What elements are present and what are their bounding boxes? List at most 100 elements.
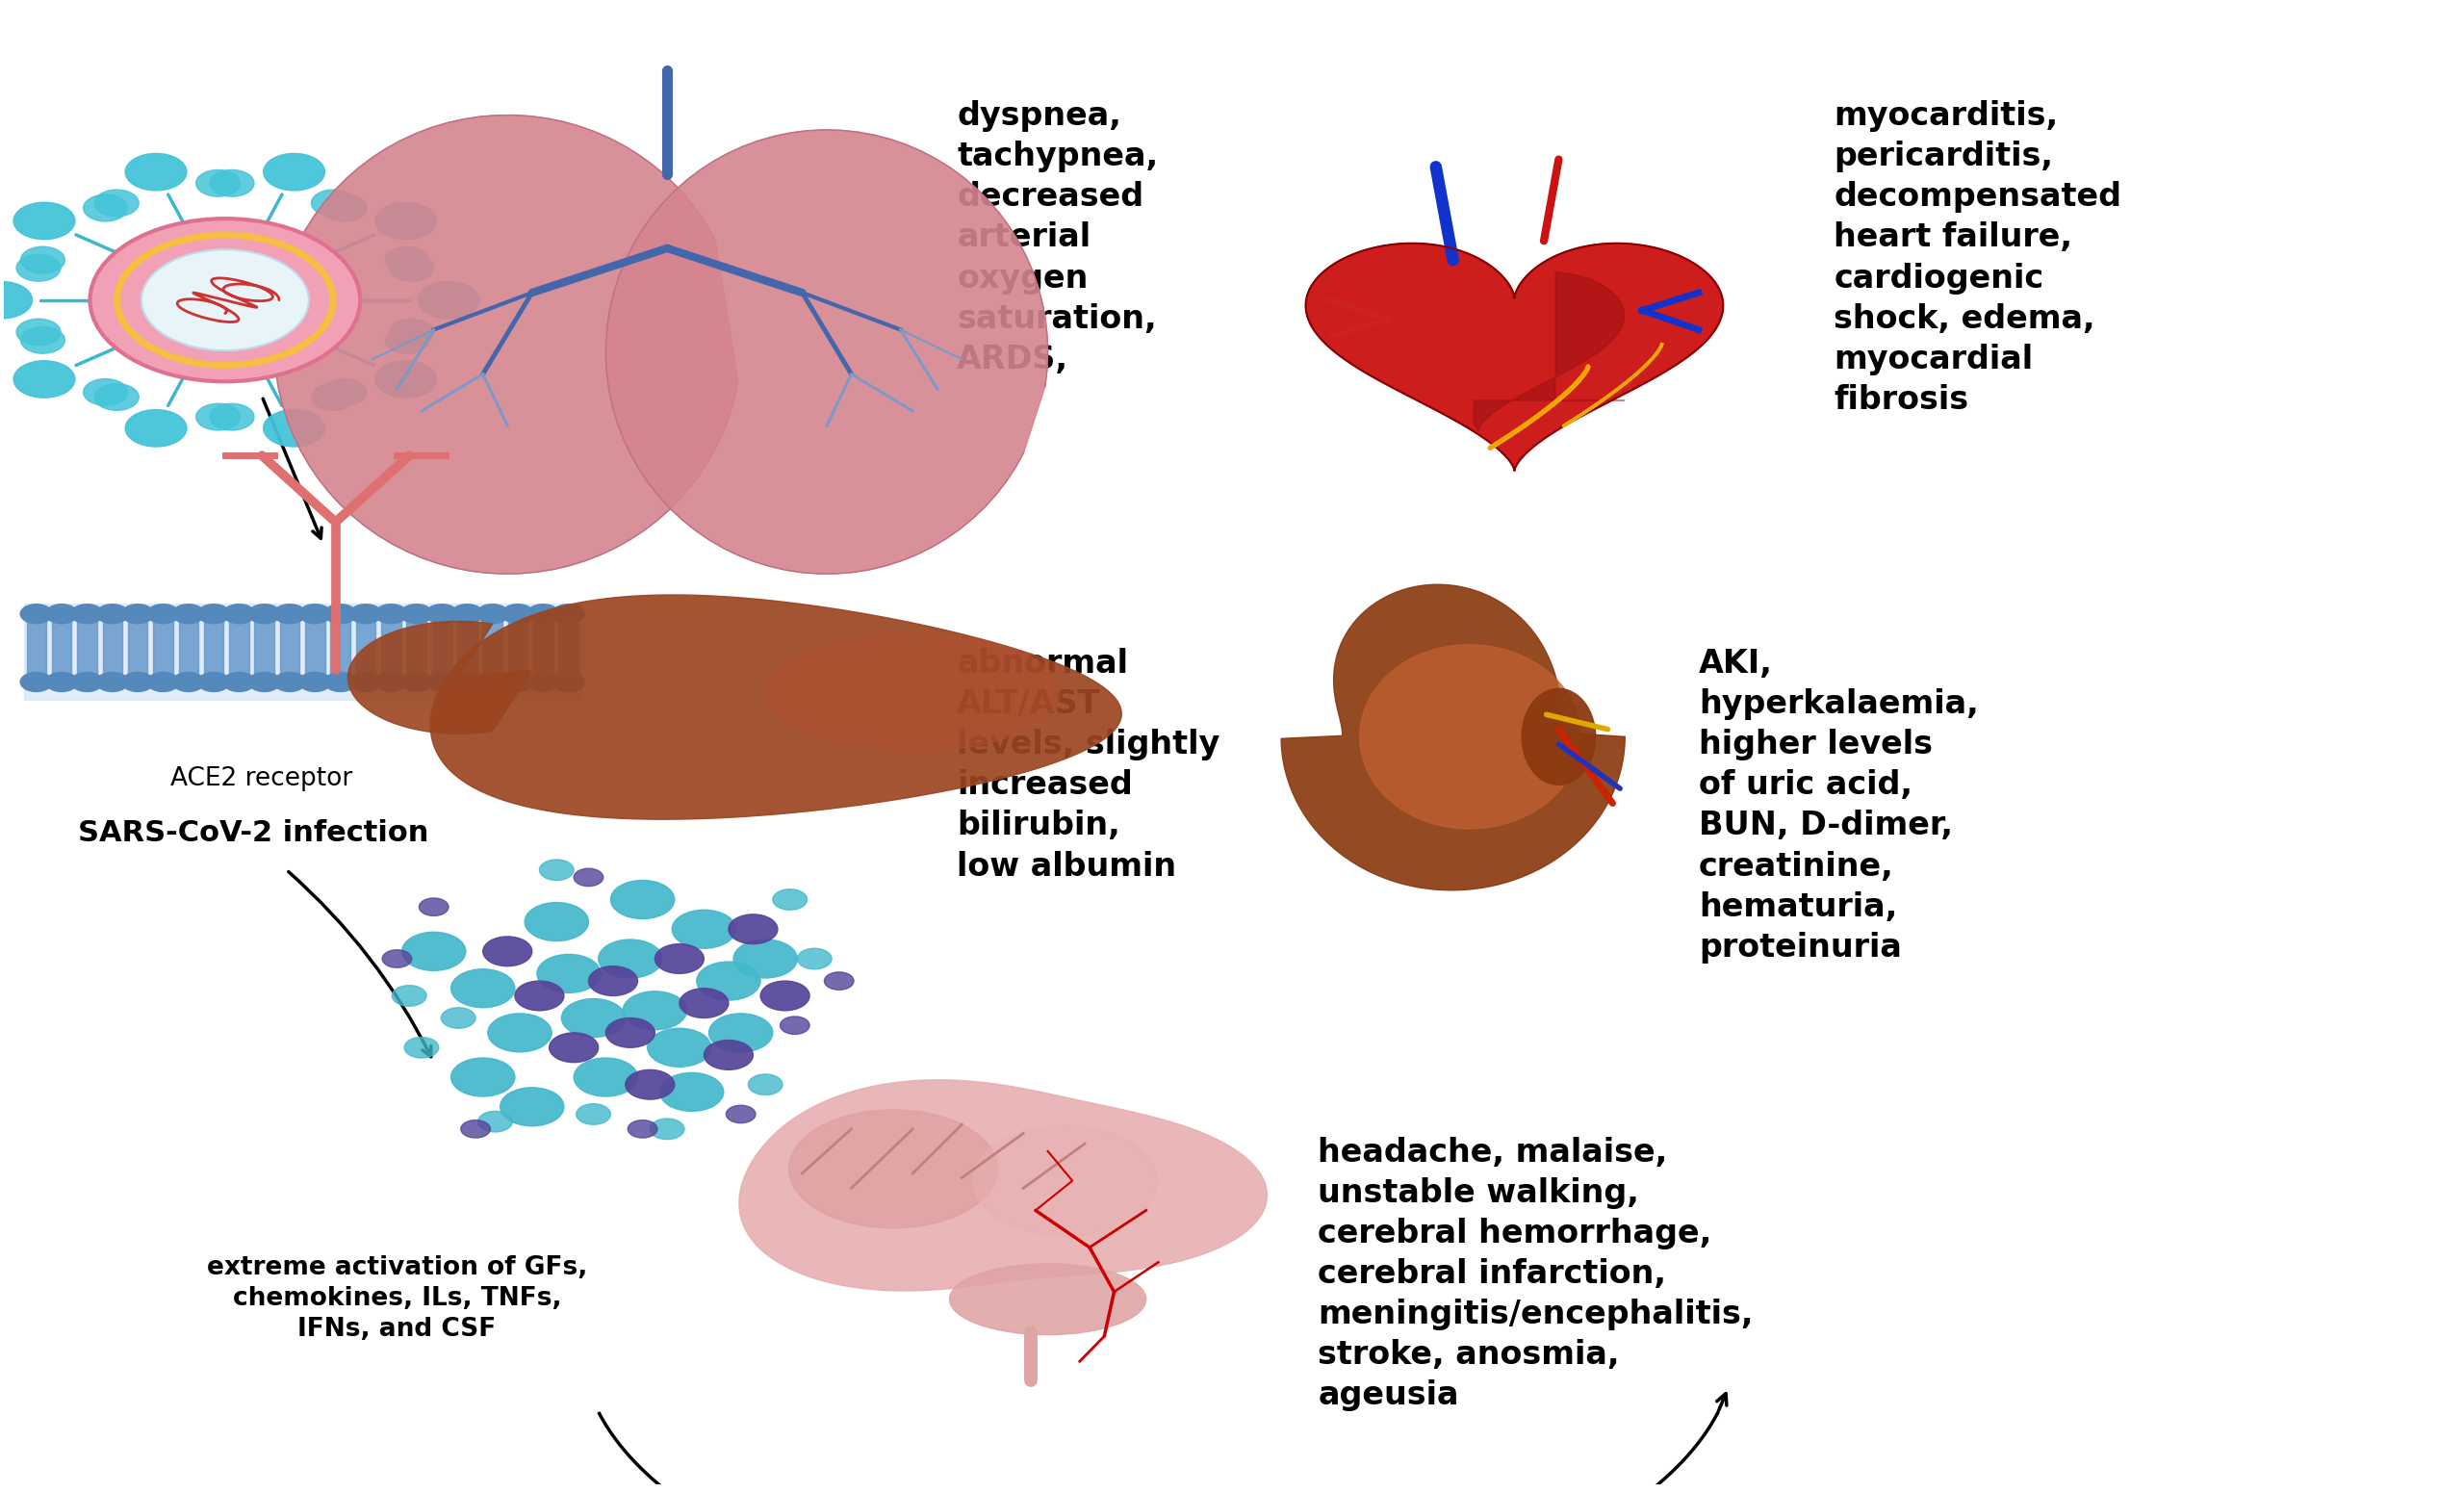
Ellipse shape	[973, 1126, 1158, 1236]
Bar	[355, 618, 375, 678]
Circle shape	[298, 605, 330, 624]
Circle shape	[249, 605, 281, 624]
Circle shape	[71, 672, 103, 691]
Circle shape	[20, 672, 52, 691]
Circle shape	[325, 605, 357, 624]
Circle shape	[527, 605, 559, 624]
Circle shape	[96, 672, 128, 691]
Circle shape	[451, 969, 515, 1008]
Ellipse shape	[209, 170, 254, 197]
Circle shape	[562, 999, 626, 1038]
Text: dyspnea,
tachypnea,
decreased
arterial
oxygen
saturation,
ARDS,: dyspnea, tachypnea, decreased arterial o…	[956, 100, 1158, 375]
Bar	[458, 618, 478, 678]
Circle shape	[224, 605, 254, 624]
Circle shape	[577, 1103, 611, 1124]
Circle shape	[197, 672, 229, 691]
Circle shape	[611, 881, 675, 918]
Circle shape	[825, 972, 855, 990]
Ellipse shape	[375, 361, 436, 397]
Circle shape	[655, 944, 705, 973]
Circle shape	[375, 605, 407, 624]
Circle shape	[96, 605, 128, 624]
Bar	[281, 618, 301, 678]
Circle shape	[660, 1073, 724, 1111]
Bar	[306, 618, 325, 678]
Circle shape	[515, 981, 564, 1011]
Bar	[205, 618, 224, 678]
Bar	[407, 618, 426, 678]
Text: AKI,
hyperkalaemia,
higher levels
of uric acid,
BUN, D-dimer,
creatinine,
hematu: AKI, hyperkalaemia, higher levels of uri…	[1698, 648, 1979, 963]
Circle shape	[249, 672, 281, 691]
Ellipse shape	[384, 246, 429, 273]
Ellipse shape	[20, 246, 64, 273]
Circle shape	[537, 954, 601, 993]
Ellipse shape	[12, 203, 74, 239]
Circle shape	[527, 672, 559, 691]
Circle shape	[298, 672, 330, 691]
Circle shape	[540, 860, 574, 881]
Ellipse shape	[310, 190, 355, 216]
Circle shape	[402, 605, 431, 624]
Circle shape	[503, 605, 535, 624]
Circle shape	[20, 605, 52, 624]
Bar	[532, 618, 552, 678]
Circle shape	[606, 1018, 655, 1048]
Ellipse shape	[389, 320, 434, 345]
Text: abnormal
ALT/AST
levels, slightly
increased
bilirubin,
low albumin: abnormal ALT/AST levels, slightly increa…	[956, 648, 1220, 882]
Circle shape	[148, 672, 180, 691]
Circle shape	[140, 249, 308, 351]
Circle shape	[426, 605, 458, 624]
Circle shape	[419, 899, 448, 915]
Polygon shape	[1360, 645, 1582, 829]
Bar	[229, 618, 249, 678]
Ellipse shape	[126, 154, 187, 191]
Ellipse shape	[389, 255, 434, 281]
Circle shape	[441, 1008, 476, 1029]
Ellipse shape	[323, 194, 367, 221]
Ellipse shape	[84, 194, 128, 221]
Bar	[103, 618, 123, 678]
Bar	[76, 618, 96, 678]
Circle shape	[650, 1118, 685, 1139]
Circle shape	[274, 672, 306, 691]
Circle shape	[628, 1120, 658, 1138]
Circle shape	[680, 988, 729, 1018]
Circle shape	[71, 605, 103, 624]
Ellipse shape	[310, 384, 355, 411]
Ellipse shape	[197, 170, 239, 197]
Circle shape	[552, 605, 584, 624]
Ellipse shape	[12, 361, 74, 397]
Ellipse shape	[94, 384, 138, 411]
Circle shape	[476, 672, 508, 691]
Circle shape	[734, 939, 798, 978]
Bar	[153, 618, 172, 678]
Ellipse shape	[197, 403, 239, 430]
Polygon shape	[431, 594, 1121, 820]
Circle shape	[402, 672, 431, 691]
Ellipse shape	[209, 403, 254, 430]
Ellipse shape	[264, 409, 325, 446]
Circle shape	[503, 672, 535, 691]
Circle shape	[781, 1017, 811, 1035]
Circle shape	[500, 1087, 564, 1126]
Ellipse shape	[1523, 688, 1597, 785]
Circle shape	[488, 1014, 552, 1053]
Polygon shape	[606, 130, 1047, 573]
Circle shape	[148, 605, 180, 624]
Bar	[25, 603, 582, 700]
Circle shape	[673, 909, 737, 948]
Ellipse shape	[20, 327, 64, 354]
Polygon shape	[274, 115, 737, 573]
Bar	[27, 618, 47, 678]
Bar	[128, 618, 148, 678]
Circle shape	[525, 902, 589, 941]
Circle shape	[451, 605, 483, 624]
Circle shape	[549, 1033, 599, 1063]
Circle shape	[774, 890, 808, 909]
Circle shape	[478, 1111, 513, 1132]
Circle shape	[404, 1038, 439, 1059]
Circle shape	[705, 1041, 754, 1070]
Ellipse shape	[126, 409, 187, 446]
Bar	[52, 618, 71, 678]
Polygon shape	[766, 633, 1060, 751]
